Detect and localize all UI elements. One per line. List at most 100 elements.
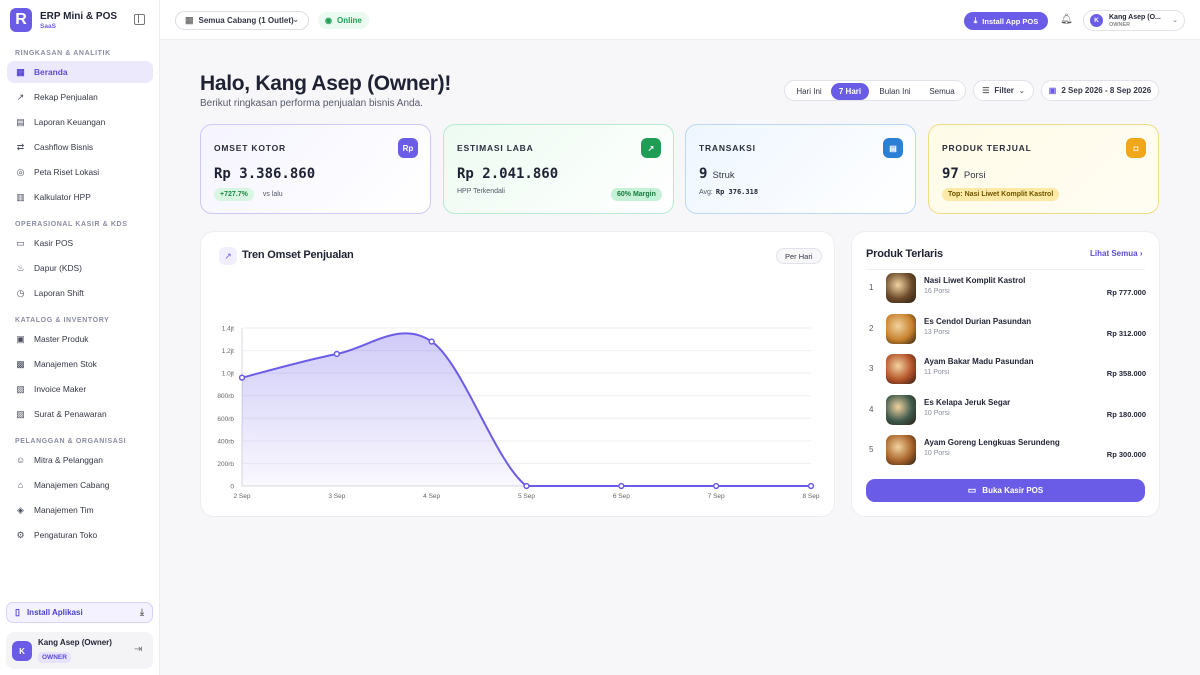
brand-logo: R	[10, 8, 32, 32]
install-pos-label: Install App POS	[982, 16, 1039, 26]
open-pos-button[interactable]: ▭ Buka Kasir POS	[866, 479, 1145, 502]
sidebar-item-kalkulator-hpp[interactable]: ▥ Kalkulator HPP	[7, 186, 153, 208]
bell-icon[interactable]: 🔔︎	[1060, 14, 1073, 25]
topbar: ▦ Semua Cabang (1 Outlet) ⌄ ◉ Online ⤓ I…	[160, 0, 1200, 40]
sidebar-user-card[interactable]: K Kang Asep (Owner) OWNER ⇥	[6, 632, 153, 669]
date-range-picker[interactable]: ▣ 2 Sep 2026 - 8 Sep 2026	[1041, 80, 1159, 101]
product-price: Rp 180.000	[1106, 409, 1146, 419]
sidebar-item-rekap-penjualan[interactable]: ↗ Rekap Penjualan	[7, 86, 153, 108]
chevron-down-icon: ⌄	[1172, 17, 1178, 24]
sidebar-item-label: Surat & Penawaran	[34, 409, 107, 419]
phone-icon: ▯	[15, 607, 20, 617]
product-thumbnail	[886, 435, 916, 466]
kpi-produk-terjual: PRODUK TERJUAL ◘ 97 Porsi Top: Nasi Liwet…	[928, 124, 1159, 214]
data-point	[333, 350, 340, 358]
sidebar-item-label: Rekap Penjualan	[34, 92, 98, 102]
sidebar-item-manajemen-cabang[interactable]: ⌂ Manajemen Cabang	[7, 474, 153, 496]
kpi-transaksi: TRANSAKSI ▤ 9 Struk Avg: Rp 376.318	[685, 124, 916, 214]
sidebar-item-surat-penawaran[interactable]: ▨ Surat & Penawaran	[7, 403, 153, 425]
sidebar-item-cashflow-bisnis[interactable]: ⇄ Cashflow Bisnis	[7, 136, 153, 158]
user-role: OWNER	[1109, 22, 1131, 28]
product-name: Ayam Bakar Madu Pasundan	[924, 357, 1034, 367]
product-rank: 1	[869, 283, 874, 292]
list-item[interactable]: 2 Es Cendol Durian Pasundan 13 Porsi Rp 312…	[852, 311, 1161, 351]
sidebar-item-manajemen-stok[interactable]: ▩ Manajemen Stok	[7, 353, 153, 375]
calculator-icon: ▥	[16, 191, 25, 202]
change-badge: +727.7%	[214, 188, 254, 201]
list-item[interactable]: 4 Es Kelapa Jeruk Segar 10 Porsi Rp 180.000	[852, 392, 1161, 432]
avg-value: Rp 376.318	[715, 188, 759, 196]
sidebar-item-pengaturan-toko[interactable]: ⚙ Pengaturan Toko	[7, 524, 153, 546]
period-select[interactable]: Per Hari	[776, 248, 822, 264]
user-menu[interactable]: K Kang Asep (O... OWNER ⌄	[1083, 10, 1185, 31]
filter-icon: ☰	[982, 86, 990, 95]
tab-bulan-ini[interactable]: Bulan Ini	[879, 87, 911, 96]
product-rank: 3	[869, 364, 874, 374]
user-name: Kang Asep (Owner)	[38, 638, 112, 647]
product-rank: 4	[869, 404, 874, 414]
online-label: Online	[336, 16, 362, 25]
x-tick-label: 8 Sep	[803, 493, 820, 500]
sidebar-item-kasir-pos[interactable]: ▭ Kasir POS	[7, 232, 153, 254]
swap-icon: ⇄	[16, 141, 25, 152]
install-app-button[interactable]: ▯ Install Aplikasi ⤓	[6, 602, 153, 623]
building-icon: ▦	[185, 15, 194, 25]
list-item[interactable]: 1 Nasi Liwet Komplit Kastrol 16 Porsi Rp 77…	[852, 270, 1161, 310]
sidebar-collapse-icon[interactable]	[134, 14, 145, 25]
sidebar-item-beranda[interactable]: ▦ Beranda	[7, 61, 153, 83]
kpi-value: 9 Struk	[699, 166, 735, 182]
sidebar-item-dapur-kds[interactable]: ♨ Dapur (KDS)	[7, 257, 153, 279]
install-pos-button[interactable]: ⤓ Install App POS	[964, 12, 1048, 30]
open-pos-label: Buka Kasir POS	[982, 486, 1044, 495]
filter-button[interactable]: ☰ Filter ⌄	[973, 80, 1034, 101]
list-item[interactable]: 5 Ayam Goreng Lengkuas Serundeng 10 Porsi R…	[852, 432, 1161, 472]
chevron-right-icon: ›	[1139, 249, 1143, 258]
y-tick-label: 1.2jt	[222, 348, 234, 355]
kpi-label: ESTIMASI LABA	[457, 143, 534, 153]
product-name: Es Kelapa Jeruk Segar	[924, 397, 1011, 407]
bag-icon: ◘	[1126, 138, 1146, 158]
product-thumbnail	[886, 394, 916, 425]
sidebar-item-peta-riset-lokasi[interactable]: ◎ Peta Riset Lokasi	[7, 161, 153, 183]
users-icon: ☺	[16, 454, 26, 465]
product-thumbnail	[886, 273, 916, 303]
sidebar-item-mitra-pelanggan[interactable]: ☺ Mitra & Pelanggan	[7, 449, 153, 471]
download-icon: ⤓	[973, 16, 978, 25]
branch-select[interactable]: ▦ Semua Cabang (1 Outlet) ⌄	[175, 11, 309, 30]
list-item[interactable]: 3 Ayam Bakar Madu Pasundan 11 Porsi Rp 358.…	[852, 351, 1161, 391]
sidebar-item-master-produk[interactable]: ▣ Master Produk	[7, 328, 153, 350]
file-icon: ▤	[16, 116, 25, 127]
nav-section-title: OPERASIONAL KASIR & KDS	[15, 221, 128, 228]
data-point	[618, 482, 625, 490]
tab-7-hari[interactable]: 7 Hari	[831, 83, 869, 100]
rupiah-icon: Rp	[398, 138, 418, 158]
product-price: Rp 777.000	[1106, 288, 1146, 297]
branch-icon: ⌂	[17, 479, 24, 490]
tab-semua[interactable]: Semua	[929, 87, 955, 96]
y-tick-label: 600rb	[217, 416, 234, 423]
calendar-icon: ▣	[1048, 86, 1057, 95]
tab-hari-ini[interactable]: Hari Ini	[796, 87, 822, 96]
avatar: K	[1090, 14, 1103, 27]
clock-icon: ◷	[16, 287, 25, 298]
kpi-unit: Struk	[712, 170, 735, 181]
transaksi-count: 9	[699, 166, 708, 182]
sidebar-nav: RINGKASAN & ANALITIK ▦ Beranda ↗ Rekap Penju…	[0, 46, 160, 549]
logout-icon[interactable]: ⇥	[134, 644, 143, 655]
brand[interactable]: R ERP Mini & POS SaaS	[10, 8, 117, 32]
filter-label: Filter	[994, 86, 1014, 95]
boxes-icon: ▩	[16, 358, 25, 369]
y-tick-label: 1.4jt	[222, 326, 234, 333]
pin-icon: ◎	[16, 166, 25, 177]
product-name: Ayam Goreng Lengkuas Serundeng	[924, 438, 1060, 448]
sidebar-item-laporan-shift[interactable]: ◷ Laporan Shift	[7, 282, 153, 304]
see-all-link[interactable]: Lihat Semua ›	[1090, 249, 1142, 258]
sidebar-item-invoice-maker[interactable]: ▧ Invoice Maker	[7, 378, 153, 400]
sidebar-item-label: Laporan Shift	[34, 288, 84, 298]
sidebar-item-label: Manajemen Tim	[34, 505, 94, 515]
page-title: Halo, Kang Asep (Owner)!	[200, 72, 452, 95]
product-name: Es Cendol Durian Pasundan	[924, 316, 1032, 326]
sidebar-item-manajemen-tim[interactable]: ◈ Manajemen Tim	[7, 499, 153, 521]
monitor-icon: ▭	[16, 237, 25, 248]
sidebar-item-laporan-keuangan[interactable]: ▤ Laporan Keuangan	[7, 111, 153, 133]
